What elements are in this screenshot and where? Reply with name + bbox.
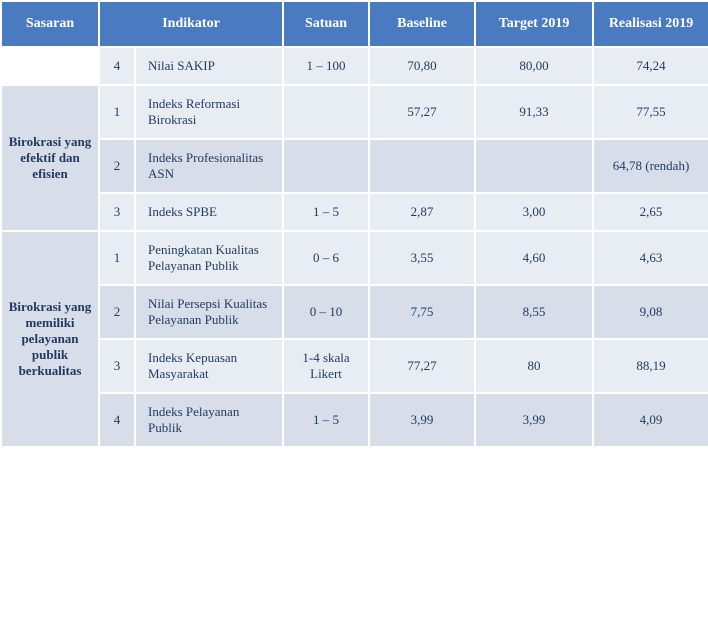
cell-sasaran: Birokrasi yang memiliki pelayanan publik… bbox=[1, 231, 99, 447]
cell-num: 4 bbox=[99, 393, 135, 447]
table-row: 2Nilai Persepsi Kualitas Pelayanan Publi… bbox=[1, 285, 708, 339]
cell-baseline: 77,27 bbox=[369, 339, 475, 393]
cell-satuan: 1 – 5 bbox=[283, 193, 369, 231]
cell-baseline bbox=[369, 139, 475, 193]
table-row: Birokrasi yang memiliki pelayanan publik… bbox=[1, 231, 708, 285]
table-header: Sasaran Indikator Satuan Baseline Target… bbox=[1, 1, 708, 47]
cell-baseline: 3,99 bbox=[369, 393, 475, 447]
cell-realisasi: 4,09 bbox=[593, 393, 708, 447]
header-realisasi: Realisasi 2019 bbox=[593, 1, 708, 47]
table-row: 3Indeks SPBE1 – 52,873,002,65 bbox=[1, 193, 708, 231]
cell-sasaran bbox=[1, 47, 99, 85]
cell-satuan: 1 – 100 bbox=[283, 47, 369, 85]
table-body: 4Nilai SAKIP1 – 10070,8080,0074,24Birokr… bbox=[1, 47, 708, 447]
cell-satuan: 0 – 6 bbox=[283, 231, 369, 285]
cell-target: 3,00 bbox=[475, 193, 593, 231]
cell-target: 4,60 bbox=[475, 231, 593, 285]
header-indikator: Indikator bbox=[99, 1, 283, 47]
header-satuan: Satuan bbox=[283, 1, 369, 47]
cell-target: 3,99 bbox=[475, 393, 593, 447]
cell-realisasi: 74,24 bbox=[593, 47, 708, 85]
cell-baseline: 57,27 bbox=[369, 85, 475, 139]
cell-realisasi: 64,78 (rendah) bbox=[593, 139, 708, 193]
cell-baseline: 2,87 bbox=[369, 193, 475, 231]
cell-num: 3 bbox=[99, 193, 135, 231]
cell-realisasi: 88,19 bbox=[593, 339, 708, 393]
indicator-table: Sasaran Indikator Satuan Baseline Target… bbox=[0, 0, 708, 448]
cell-realisasi: 4,63 bbox=[593, 231, 708, 285]
cell-target: 80 bbox=[475, 339, 593, 393]
cell-num: 4 bbox=[99, 47, 135, 85]
table-row: Birokrasi yang efektif dan efisien1Indek… bbox=[1, 85, 708, 139]
cell-indikator: Indeks Kepuasan Masyarakat bbox=[135, 339, 283, 393]
cell-target bbox=[475, 139, 593, 193]
cell-indikator: Indeks Profesionalitas ASN bbox=[135, 139, 283, 193]
table-row: 3Indeks Kepuasan Masyarakat1-4 skala Lik… bbox=[1, 339, 708, 393]
table-row: 4Indeks Pelayanan Publik1 – 53,993,994,0… bbox=[1, 393, 708, 447]
cell-indikator: Indeks Reformasi Birokrasi bbox=[135, 85, 283, 139]
table-row: 4Nilai SAKIP1 – 10070,8080,0074,24 bbox=[1, 47, 708, 85]
cell-indikator: Indeks SPBE bbox=[135, 193, 283, 231]
cell-baseline: 3,55 bbox=[369, 231, 475, 285]
cell-num: 2 bbox=[99, 285, 135, 339]
cell-baseline: 7,75 bbox=[369, 285, 475, 339]
cell-indikator: Nilai Persepsi Kualitas Pelayanan Publik bbox=[135, 285, 283, 339]
cell-num: 2 bbox=[99, 139, 135, 193]
cell-indikator: Peningkatan Kualitas Pelayanan Publik bbox=[135, 231, 283, 285]
cell-realisasi: 77,55 bbox=[593, 85, 708, 139]
cell-satuan bbox=[283, 85, 369, 139]
table-row: 2Indeks Profesionalitas ASN 64,78 (rendah… bbox=[1, 139, 708, 193]
cell-num: 1 bbox=[99, 85, 135, 139]
cell-indikator: Indeks Pelayanan Publik bbox=[135, 393, 283, 447]
cell-num: 3 bbox=[99, 339, 135, 393]
cell-target: 8,55 bbox=[475, 285, 593, 339]
cell-target: 80,00 bbox=[475, 47, 593, 85]
header-baseline: Baseline bbox=[369, 1, 475, 47]
header-target: Target 2019 bbox=[475, 1, 593, 47]
cell-satuan bbox=[283, 139, 369, 193]
cell-indikator: Nilai SAKIP bbox=[135, 47, 283, 85]
cell-num: 1 bbox=[99, 231, 135, 285]
cell-realisasi: 9,08 bbox=[593, 285, 708, 339]
cell-sasaran: Birokrasi yang efektif dan efisien bbox=[1, 85, 99, 231]
cell-satuan: 1-4 skala Likert bbox=[283, 339, 369, 393]
cell-target: 91,33 bbox=[475, 85, 593, 139]
cell-realisasi: 2,65 bbox=[593, 193, 708, 231]
cell-baseline: 70,80 bbox=[369, 47, 475, 85]
cell-satuan: 1 – 5 bbox=[283, 393, 369, 447]
header-sasaran: Sasaran bbox=[1, 1, 99, 47]
cell-satuan: 0 – 10 bbox=[283, 285, 369, 339]
